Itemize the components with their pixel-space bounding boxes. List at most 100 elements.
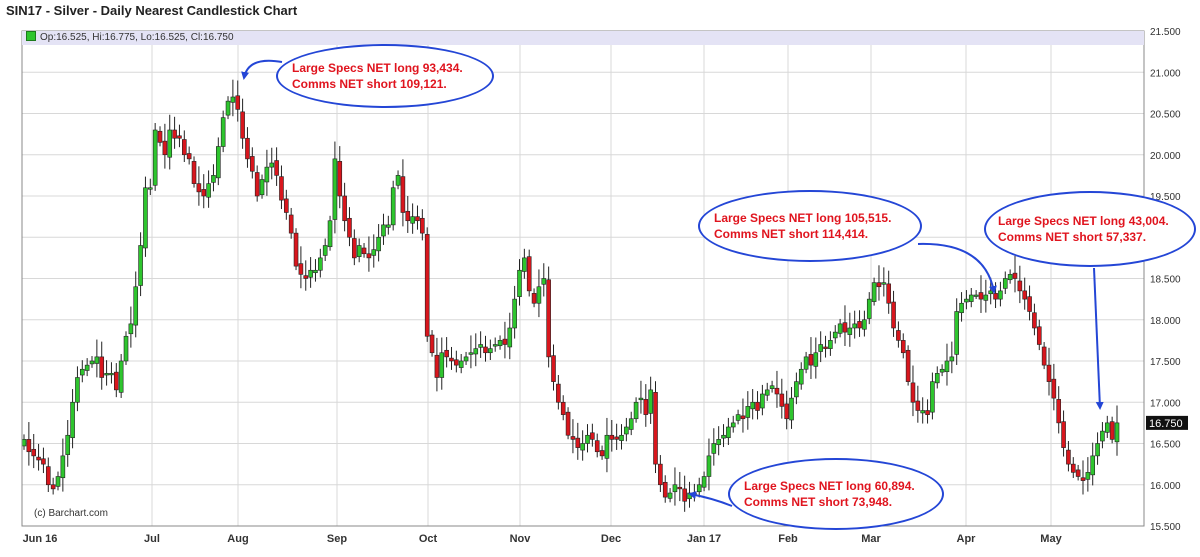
candle-up [959,292,964,322]
candle-up [410,203,415,234]
candle-up [60,438,66,492]
candle-up [1007,269,1013,284]
candle-down [677,471,683,502]
candle-down [303,260,309,291]
candle-down [26,422,32,466]
candle-down [755,391,760,420]
candle-down [45,457,51,493]
candle-up [973,290,979,299]
candle-up [371,234,377,268]
last-price-marker: 16.750 [1146,415,1188,430]
y-tick-label: 21.500 [1150,27,1181,38]
x-tick-label: May [1040,533,1062,545]
candle-down [347,207,352,247]
candle-down [609,419,615,452]
candle-up [356,238,362,263]
candle-up [730,415,736,433]
y-axis: 15.500 16.000 16.500 17.000 17.500 18.000 18.5… [1150,27,1181,533]
candle-up [983,279,989,313]
candle-up [847,312,853,347]
arrow-aug [241,59,283,80]
candle-up [109,362,114,384]
y-tick-label: 16.500 [1150,440,1181,451]
candle-up [1095,432,1100,465]
y-tick-label: 16.000 [1150,481,1181,492]
candle-up [478,331,483,358]
candle-down [444,337,449,368]
candle-down [570,419,576,454]
candle-down [502,321,508,359]
candle-down [1041,342,1047,370]
candle-up [954,298,959,365]
y-tick-label: 17.500 [1150,357,1181,368]
x-tick-label: Sep [327,533,347,545]
candle-down [808,337,814,379]
candle-down [113,363,119,398]
candle-down [177,124,182,148]
candle-up [138,232,143,297]
candle-up [216,137,221,186]
y-tick-label: 19.500 [1150,192,1181,203]
candle-up [949,341,955,374]
candle-up [818,331,823,363]
candle-up [692,483,697,502]
candle-up [220,110,226,153]
candle-up [507,312,513,360]
candle-up [118,353,124,398]
candle-up [745,391,751,430]
candle-down [876,265,882,301]
candle-down [41,447,46,474]
x-tick-label: Nov [510,533,532,545]
arrow-mar [917,242,997,294]
candle-up [633,397,639,423]
y-tick-label: 18.500 [1150,275,1181,286]
candle-down [274,147,279,186]
copyright-text: (c) Barchart.com [34,508,108,519]
y-tick-label: 20.000 [1150,151,1181,162]
candle-up [750,389,755,420]
open-value: Op:16.525 [40,32,87,43]
candle-up [128,306,134,348]
callout-aug: Large Specs NET long 93,434. Comms NET s… [276,44,494,108]
x-tick-label: Mar [861,533,881,545]
candles [21,79,1120,512]
candle-up [789,386,794,429]
candle-up [1114,405,1120,456]
candle-down [191,156,197,188]
candle-down [1032,303,1037,336]
x-tick-label: Jan 17 [687,533,721,545]
callout-mar-line1: Large Specs NET long 105,515. [714,211,892,225]
candle-up [395,170,401,190]
candle-down [643,384,649,427]
candle-down [254,165,260,202]
candle-down [526,249,532,297]
candle-up [522,248,527,279]
candle-down [361,243,367,258]
candle-up [862,310,867,337]
candle-down [162,123,168,169]
candle-up [721,424,726,448]
x-tick-label: Jul [144,533,160,545]
candle-up [75,366,80,412]
candle-down [993,282,998,309]
candle-up [230,79,236,117]
candle-down [900,333,906,359]
candle-up [580,430,585,461]
candle-up [308,257,313,288]
candle-up [497,335,503,350]
candle-up [123,331,129,365]
candle-down [298,246,304,289]
candle-up [264,149,270,196]
candle-down [366,236,372,272]
candle-down [483,335,488,362]
candle-up [269,147,275,180]
candle-down [910,365,916,417]
candle-down [250,147,255,179]
candle-up [998,281,1003,307]
candle-down [235,80,241,122]
y-tick-label: 17.000 [1150,398,1181,409]
x-tick-label: Apr [957,533,977,545]
candle-down [1036,319,1042,351]
candle-down [157,126,163,147]
candle-up [492,337,498,352]
